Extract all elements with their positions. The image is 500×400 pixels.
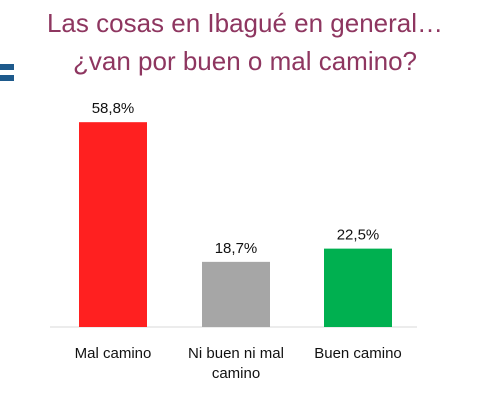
category-label-2-line-1: Ni buen ni mal	[188, 345, 284, 362]
bars-group	[79, 122, 392, 328]
partial-logo-mark-icon	[0, 64, 14, 86]
category-label-1: Mal camino	[58, 344, 168, 364]
bar-3	[324, 248, 392, 327]
category-label-2: Ni buen ni mal camino	[181, 344, 291, 384]
category-label-2-line-2: camino	[211, 365, 261, 382]
value-label-3: 22,5%	[337, 227, 380, 244]
chart-title-line-2: ¿van por buen o mal camino?	[73, 46, 417, 76]
value-label-1: 58,8%	[92, 100, 135, 117]
bar-1	[79, 122, 147, 328]
bar-2	[202, 261, 270, 327]
category-label-3: Buen camino	[303, 344, 413, 364]
chart-title-line-1: Las cosas en Ibagué en general…	[46, 8, 444, 38]
value-labels-group: 58,8% 18,7% 22,5%	[92, 100, 380, 257]
category-label-3-line-1: Buen camino	[314, 345, 402, 362]
value-label-2: 18,7%	[215, 240, 258, 257]
category-label-1-line-1: Mal camino	[74, 345, 152, 362]
